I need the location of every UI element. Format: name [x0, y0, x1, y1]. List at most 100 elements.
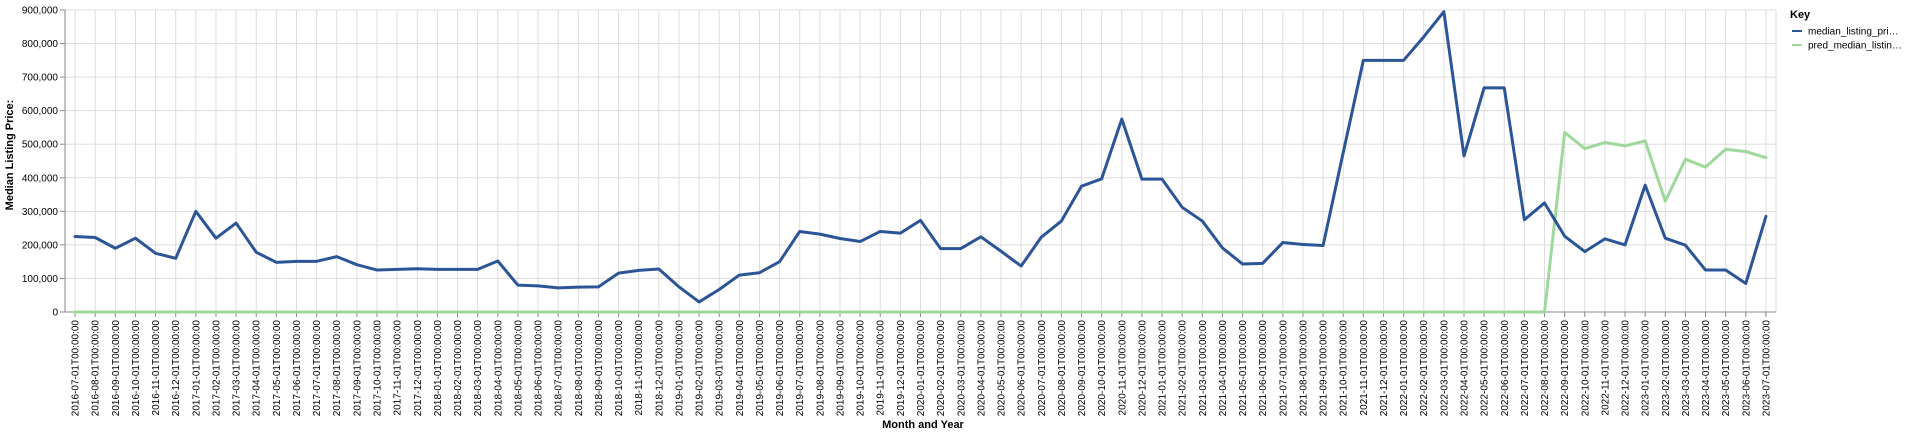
legend-label: pred_median_listin… [1808, 41, 1902, 52]
x-tick-label: 2022-03-01T00:00:00 [1439, 320, 1450, 417]
x-tick-label: 2018-10-01T00:00:00 [614, 320, 625, 417]
series-line-median-listing-price [73, 10, 1768, 304]
x-tick-label: 2018-02-01T00:00:00 [453, 320, 464, 417]
x-axis-title: Month and Year [882, 419, 964, 431]
x-tick-label: 2017-12-01T00:00:00 [413, 320, 424, 417]
x-tick-label: 2020-06-01T00:00:00 [1017, 320, 1028, 417]
x-tick-label: 2017-02-01T00:00:00 [211, 320, 222, 417]
x-tick-label: 2023-07-01T00:00:00 [1761, 320, 1772, 417]
y-tick-label: 800,000 [22, 39, 59, 50]
x-tick-label: 2018-06-01T00:00:00 [534, 320, 545, 417]
x-tick-label: 2018-03-01T00:00:00 [473, 320, 484, 417]
x-tick-label: 2018-01-01T00:00:00 [433, 320, 444, 417]
x-tick-label: 2023-04-01T00:00:00 [1701, 320, 1712, 417]
y-tick-label: 900,000 [22, 6, 59, 17]
x-tick-label: 2021-05-01T00:00:00 [1238, 320, 1249, 417]
y-tick-label: 400,000 [22, 173, 59, 184]
x-tick-label: 2021-08-01T00:00:00 [1298, 320, 1309, 417]
x-tick-label: 2022-10-01T00:00:00 [1580, 320, 1591, 417]
x-tick-label: 2016-10-01T00:00:00 [131, 320, 142, 417]
x-tick-label: 2019-06-01T00:00:00 [775, 320, 786, 417]
x-tick-label: 2018-05-01T00:00:00 [513, 320, 524, 417]
x-tick-label: 2019-07-01T00:00:00 [795, 320, 806, 417]
x-tick-label: 2021-03-01T00:00:00 [1198, 320, 1209, 417]
x-tick-label: 2019-03-01T00:00:00 [715, 320, 726, 417]
x-tick-label: 2019-09-01T00:00:00 [835, 320, 846, 417]
grid-lines [65, 9, 1777, 313]
x-tick-label: 2023-03-01T00:00:00 [1681, 320, 1692, 417]
x-tick-label: 2017-05-01T00:00:00 [272, 320, 283, 417]
legend-title: Key [1790, 9, 1811, 21]
x-tick-label: 2021-12-01T00:00:00 [1379, 320, 1390, 417]
x-tick-label: 2020-04-01T00:00:00 [976, 320, 987, 417]
legend-label: median_listing_pri… [1808, 27, 1899, 38]
x-tick-label: 2021-02-01T00:00:00 [1178, 320, 1189, 417]
series-line-pred-median-listing-price [73, 130, 1768, 314]
x-tick-label: 2018-11-01T00:00:00 [634, 320, 645, 416]
x-tick-label: 2021-10-01T00:00:00 [1339, 320, 1350, 417]
y-tick-label: 500,000 [22, 140, 59, 151]
x-tick-label: 2023-01-01T00:00:00 [1641, 320, 1652, 417]
x-tick-label: 2022-01-01T00:00:00 [1399, 320, 1410, 417]
x-tick-label: 2020-09-01T00:00:00 [1077, 320, 1088, 417]
x-tick-label: 2020-05-01T00:00:00 [997, 320, 1008, 417]
x-tick-label: 2019-04-01T00:00:00 [735, 320, 746, 417]
x-tick-label: 2022-02-01T00:00:00 [1419, 320, 1430, 417]
y-axis-title: Median Listing Price: [4, 100, 16, 211]
x-tick-label: 2017-11-01T00:00:00 [393, 320, 404, 416]
x-tick-label: 2020-11-01T00:00:00 [1117, 320, 1128, 416]
series-lines [73, 10, 1768, 314]
x-tick-label: 2017-09-01T00:00:00 [352, 320, 363, 417]
x-tick-label: 2019-02-01T00:00:00 [695, 320, 706, 417]
x-tick-label: 2016-07-01T00:00:00 [71, 320, 82, 417]
x-tick-label: 2017-06-01T00:00:00 [292, 320, 303, 417]
x-tick-label: 2019-08-01T00:00:00 [815, 320, 826, 417]
x-tick-label: 2022-09-01T00:00:00 [1560, 320, 1571, 417]
y-tick-label: 0 [52, 308, 58, 319]
x-axis: 2016-07-01T00:00:00 2016-08-01T00:00:00 20… [65, 311, 1776, 417]
x-tick-label: 2022-08-01T00:00:00 [1540, 320, 1551, 417]
x-tick-label: 2023-06-01T00:00:00 [1741, 320, 1752, 417]
x-tick-label: 2019-12-01T00:00:00 [896, 320, 907, 417]
x-tick-label: 2019-01-01T00:00:00 [674, 320, 685, 417]
x-tick-label: 2019-10-01T00:00:00 [856, 320, 867, 417]
x-tick-label: 2018-08-01T00:00:00 [574, 320, 585, 417]
x-tick-label: 2020-08-01T00:00:00 [1057, 320, 1068, 417]
y-tick-label: 200,000 [22, 240, 59, 251]
x-tick-label: 2020-02-01T00:00:00 [936, 320, 947, 417]
x-tick-label: 2021-09-01T00:00:00 [1319, 320, 1330, 417]
x-tick-label: 2021-01-01T00:00:00 [1158, 320, 1169, 417]
y-axis: 0 100,000 200,000 300,000 400,000 500,000 600,… [22, 6, 66, 319]
y-tick-label: 300,000 [22, 207, 59, 218]
x-tick-label: 2017-08-01T00:00:00 [332, 320, 343, 417]
x-tick-label: 2022-12-01T00:00:00 [1621, 320, 1632, 417]
x-tick-label: 2021-11-01T00:00:00 [1359, 320, 1370, 416]
x-tick-label: 2023-02-01T00:00:00 [1661, 320, 1672, 417]
x-tick-label: 2017-07-01T00:00:00 [312, 320, 323, 417]
y-tick-label: 600,000 [22, 106, 59, 117]
x-tick-label: 2017-01-01T00:00:00 [191, 320, 202, 417]
x-tick-label: 2017-03-01T00:00:00 [232, 320, 243, 417]
x-tick-label: 2023-05-01T00:00:00 [1721, 320, 1732, 417]
x-tick-label: 2022-05-01T00:00:00 [1480, 320, 1491, 417]
x-tick-label: 2020-12-01T00:00:00 [1137, 320, 1148, 417]
x-tick-label: 2018-09-01T00:00:00 [594, 320, 605, 417]
x-tick-label: 2016-09-01T00:00:00 [111, 320, 122, 417]
x-tick-label: 2019-05-01T00:00:00 [755, 320, 766, 417]
x-tick-label: 2022-11-01T00:00:00 [1600, 320, 1611, 416]
x-tick-label: 2022-04-01T00:00:00 [1459, 320, 1470, 417]
x-tick-label: 2022-06-01T00:00:00 [1500, 320, 1511, 417]
x-tick-label: 2022-07-01T00:00:00 [1520, 320, 1531, 417]
x-tick-label: 2020-01-01T00:00:00 [916, 320, 927, 417]
x-tick-label: 2016-11-01T00:00:00 [151, 320, 162, 416]
y-tick-label: 100,000 [22, 274, 59, 285]
x-tick-label: 2021-07-01T00:00:00 [1278, 320, 1289, 417]
x-tick-label: 2021-06-01T00:00:00 [1258, 320, 1269, 417]
x-tick-label: 2018-04-01T00:00:00 [493, 320, 504, 417]
x-tick-label: 2021-04-01T00:00:00 [1218, 320, 1229, 417]
x-tick-label: 2018-07-01T00:00:00 [554, 320, 565, 417]
x-tick-label: 2017-04-01T00:00:00 [252, 320, 263, 417]
x-tick-label: 2017-10-01T00:00:00 [373, 320, 384, 417]
x-tick-label: 2020-10-01T00:00:00 [1097, 320, 1108, 417]
